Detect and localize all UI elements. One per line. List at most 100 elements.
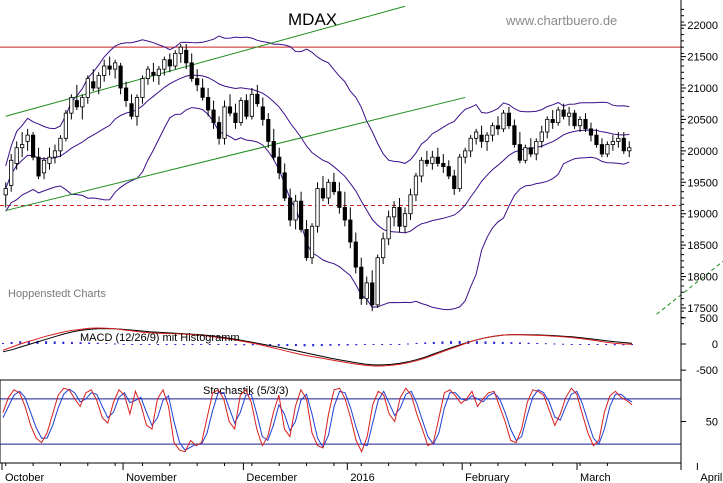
- candle-body: [58, 137, 63, 152]
- macd-histogram-bar: [139, 344, 142, 345]
- candle-body: [249, 93, 254, 117]
- candle-body: [3, 188, 8, 196]
- candle-body: [402, 213, 408, 227]
- macd-line: [2, 327, 633, 367]
- macd-histogram-bar: [217, 344, 220, 345]
- macd-histogram-bar: [320, 344, 323, 347]
- candle-body: [298, 200, 304, 230]
- candle-body: [484, 134, 490, 142]
- macd-tick-label: 500: [700, 313, 718, 325]
- candle-body: [206, 97, 211, 111]
- bollinger-upper-band: [5, 35, 630, 167]
- candle-body: [490, 125, 495, 136]
- price-tick-label: 18000: [687, 272, 718, 284]
- macd-histogram-bar: [96, 342, 99, 344]
- candle-body: [145, 68, 151, 79]
- candle-body: [30, 134, 36, 158]
- macd-histogram-bar: [105, 343, 108, 345]
- candle-body: [386, 216, 391, 240]
- macd-histogram-bar: [458, 340, 461, 344]
- macd-histogram-bar: [62, 341, 65, 344]
- macd-histogram-bar: [424, 342, 427, 344]
- candle-body: [474, 131, 479, 139]
- macd-histogram-bar: [381, 344, 384, 345]
- candle-body: [222, 106, 227, 139]
- candle-body: [282, 172, 287, 199]
- macd-histogram-bar: [544, 343, 547, 345]
- candle-body: [244, 100, 249, 117]
- macd-histogram-bar: [165, 344, 168, 346]
- x-tick-label: November: [126, 472, 177, 483]
- candle-body: [41, 159, 47, 174]
- candle-body: [14, 147, 19, 164]
- macd-histogram-bar: [562, 343, 565, 345]
- macd-histogram-bar: [631, 344, 633, 346]
- candle-body: [359, 266, 364, 299]
- candle-body: [227, 106, 233, 114]
- candle-body: [512, 125, 517, 145]
- candle-body: [545, 119, 550, 133]
- stochastic-k-line: [2, 387, 633, 453]
- candle-body: [588, 128, 594, 136]
- macd-histogram-bar: [208, 344, 211, 345]
- candle-body: [353, 241, 358, 268]
- macd-histogram-bar: [501, 341, 504, 344]
- macd-histogram-bar: [122, 344, 125, 345]
- candle-body: [397, 207, 402, 227]
- macd-histogram-bar: [251, 344, 254, 346]
- candle-body: [74, 100, 79, 108]
- macd-histogram-bar: [389, 344, 392, 345]
- candle-body: [616, 137, 621, 142]
- macd-histogram-bar: [475, 341, 478, 344]
- price-tick-label: 20500: [687, 114, 718, 126]
- candle-body: [391, 207, 397, 218]
- price-panel: MDAX www.chartbuero.de Hoppenstedt Chart…: [0, 5, 723, 325]
- macd-histogram-bar: [131, 344, 134, 345]
- macd-histogram-bar: [484, 341, 487, 344]
- price-tick-label: 18500: [687, 240, 718, 252]
- candle-body: [9, 159, 14, 186]
- candle-body: [85, 78, 90, 98]
- candle-body: [189, 62, 194, 79]
- macd-histogram-bar: [432, 341, 435, 344]
- macd-histogram-bar: [174, 344, 177, 346]
- macd-histogram-bar: [587, 344, 590, 345]
- candle-body: [91, 81, 96, 89]
- x-tick-label: March: [580, 472, 611, 483]
- candle-body: [430, 156, 435, 164]
- candle-body: [173, 53, 178, 67]
- macd-histogram-bar: [579, 344, 582, 345]
- macd-histogram-bar: [605, 344, 608, 346]
- x-tick-label: February: [465, 472, 510, 483]
- candle-body: [556, 109, 561, 123]
- bollinger-lower-band: [5, 107, 630, 311]
- price-tick-label: 20000: [687, 146, 718, 158]
- candle-body: [233, 112, 238, 123]
- macd-histogram-bar: [243, 344, 246, 346]
- candle-body: [441, 163, 446, 167]
- candle-body: [326, 181, 331, 199]
- macd-histogram-bar: [363, 344, 366, 346]
- candle-body: [36, 156, 41, 177]
- candle-body: [375, 257, 380, 306]
- candle-body: [304, 229, 309, 259]
- macd-tick-label: 0: [712, 339, 718, 351]
- stochastic-d-line: [2, 388, 633, 451]
- macd-histogram-bar: [70, 341, 73, 344]
- candle-body: [140, 78, 145, 98]
- macd-histogram-bar: [286, 344, 289, 347]
- candle-body: [255, 93, 260, 105]
- candle-body: [211, 109, 216, 123]
- macd-histogram-bar: [406, 343, 409, 345]
- candle-body: [594, 134, 599, 145]
- candle-body: [413, 175, 419, 196]
- candle-body: [457, 156, 462, 189]
- candle-body: [534, 141, 539, 155]
- macd-histogram-bar: [114, 343, 117, 345]
- macd-histogram-bar: [19, 341, 22, 344]
- macd-histogram-bar: [613, 344, 616, 346]
- candle-body: [567, 112, 572, 117]
- macd-histogram-bar: [45, 341, 48, 344]
- candle-body: [572, 112, 577, 127]
